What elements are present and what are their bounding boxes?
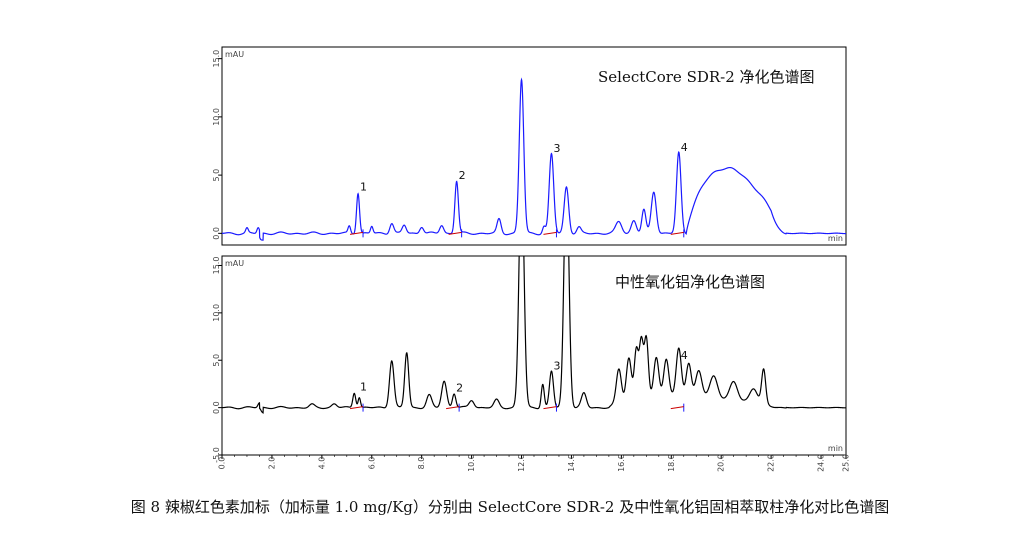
y-tick-label: 10.0 [212,304,221,322]
peak-label: 2 [459,169,466,182]
peak-baseline-marker [670,231,684,235]
x-tick-label: 10.0 [467,454,476,472]
x-tick-label: 20.0 [717,454,726,472]
x-tick-label: 25.0 [842,454,851,472]
x-tick-label: 14.0 [567,454,576,472]
series-line [222,77,846,241]
x-tick-label: 12.0 [517,454,526,472]
chart-panel-selectcore: 0.0 5.0 10.0 15.0 mAU min SelectCore SDR-2 净化色… [212,46,847,246]
y-tick-label: 5.0 [212,169,221,182]
peak-baseline-marker [448,231,462,235]
peak-label: 4 [681,349,688,362]
x-tick-label: 24.0 [817,454,826,472]
x-tick-label: 4.0 [317,457,326,470]
x-tick-label: 0.0 [218,457,227,470]
peak-label: 1 [360,181,367,194]
figure-caption: 图 8 辣椒红色素加标（加标量 1.0 mg/Kg）分别由 SelectCore… [130,498,890,516]
peak-baseline-marker [446,406,460,410]
x-tick-label: 2.0 [267,457,276,470]
series-line [222,256,846,414]
y-tick-label: 15.0 [212,50,221,68]
y-tick-label: -5.0 [212,447,221,463]
x-tick-label: 18.0 [667,454,676,472]
peak-label: 1 [360,380,367,393]
y-tick-label: 5.0 [212,354,221,367]
chart-title: 中性氧化铝净化色谱图 [615,273,765,291]
y-tick-label: 0.0 [212,401,221,414]
peak-label: 4 [681,141,688,154]
chart-title: SelectCore SDR-2 净化色谱图 [598,68,815,86]
peak-baseline-marker [543,231,557,235]
y-tick-label: 15.0 [212,257,221,275]
peak-baseline-marker [349,231,364,235]
x-axis-label: min [828,234,843,243]
peak-baseline-marker [543,406,557,410]
peak-label: 3 [553,360,560,373]
x-axis-label: min [828,444,843,453]
peak-label: 2 [456,381,463,394]
peak-label: 3 [553,142,560,155]
peak-baseline-marker [670,406,684,410]
y-axis-label: mAU [225,259,244,268]
y-tick-label: 0.0 [212,227,221,240]
x-tick-label: 16.0 [617,454,626,472]
x-tick-label: 6.0 [367,457,376,470]
plot-frame [221,46,847,246]
y-tick-label: 10.0 [212,108,221,126]
peak-baseline-marker [349,406,364,410]
x-tick-label: 22.0 [767,454,776,472]
y-axis-label: mAU [225,50,244,59]
x-tick-label: 8.0 [417,457,426,470]
